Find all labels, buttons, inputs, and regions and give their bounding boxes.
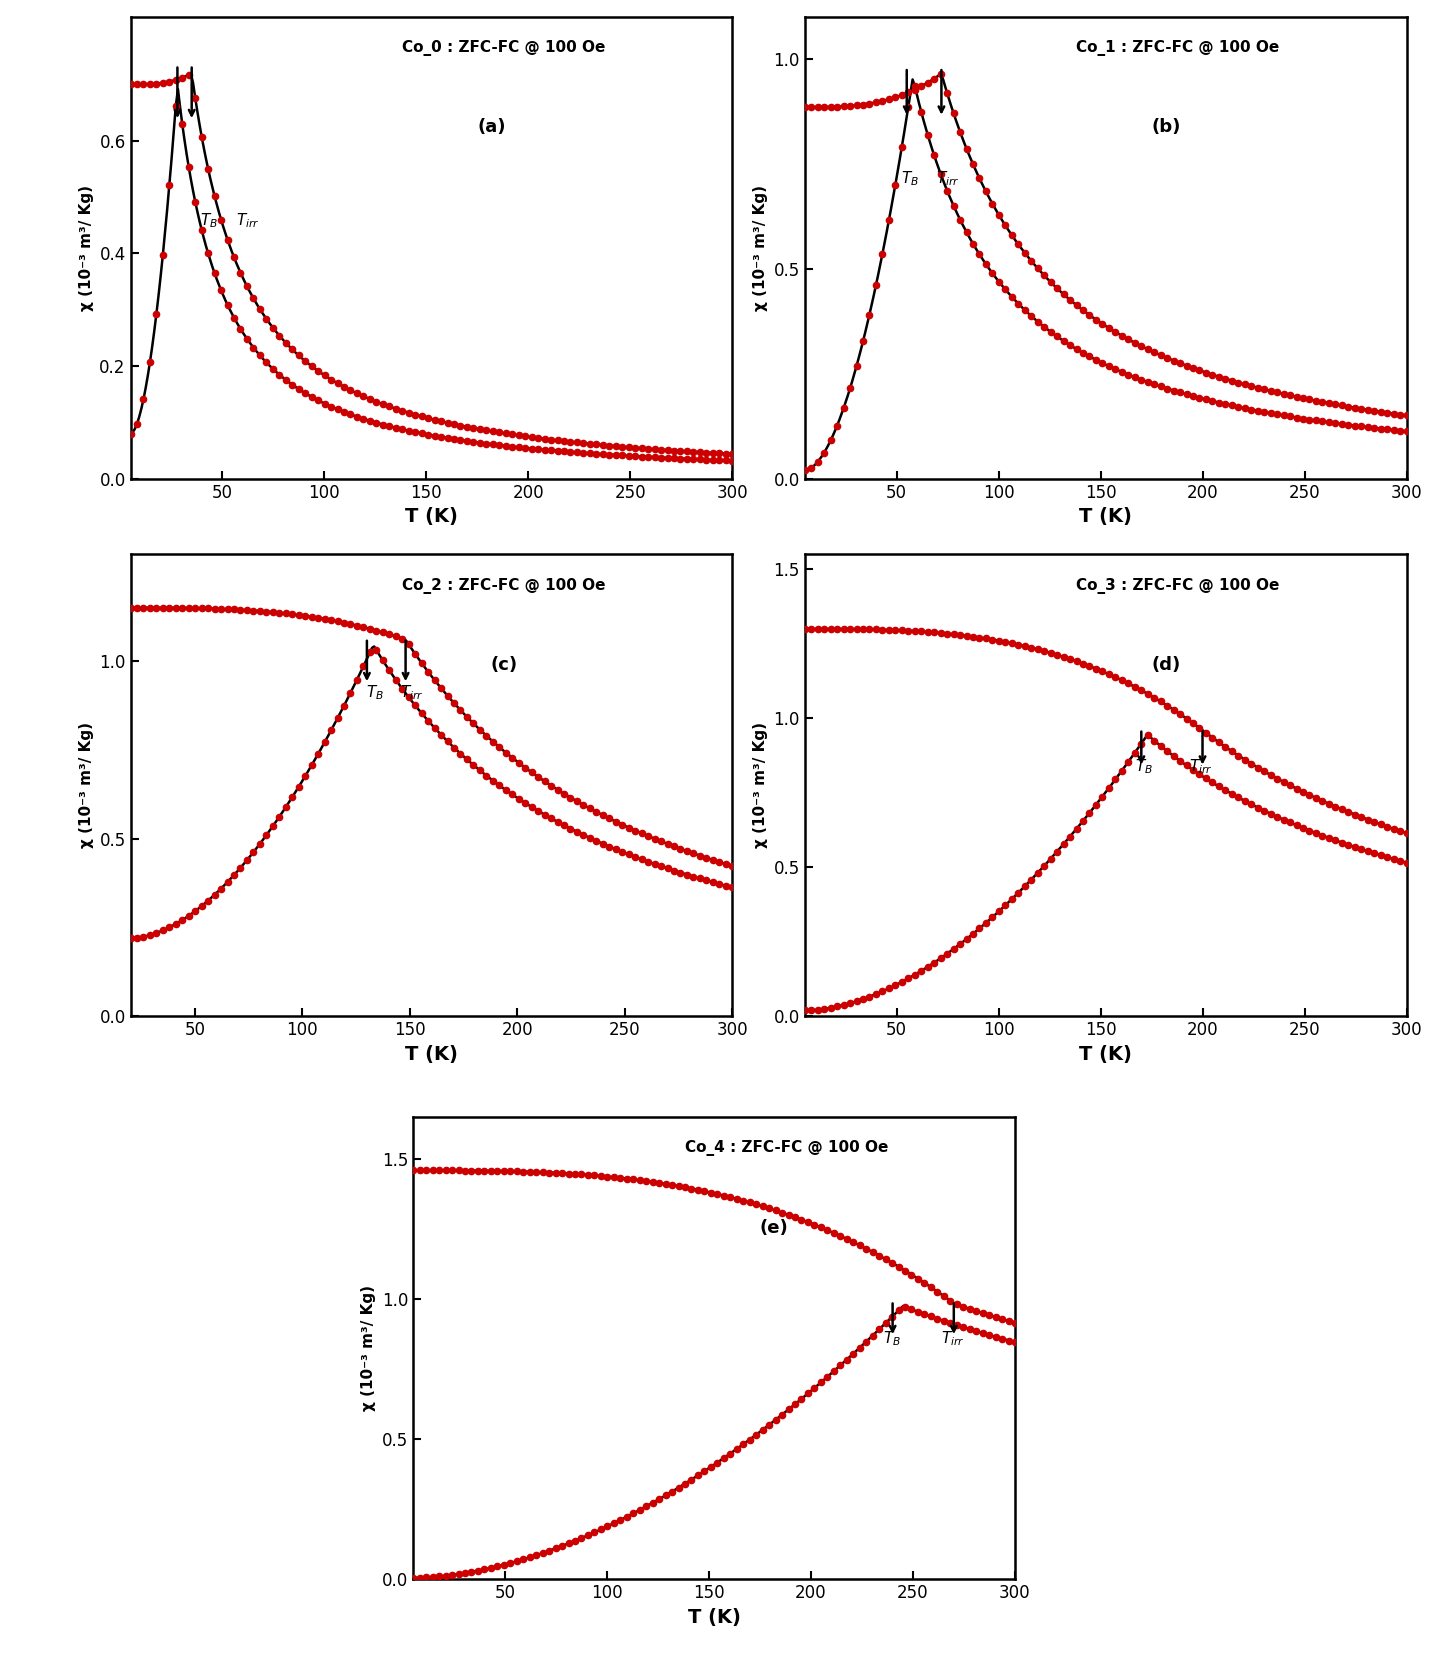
X-axis label: T (K): T (K)	[1079, 1045, 1132, 1063]
Text: Co_1 : ZFC-FC @ 100 Oe: Co_1 : ZFC-FC @ 100 Oe	[1076, 40, 1279, 55]
X-axis label: T (K): T (K)	[687, 1608, 741, 1626]
Text: $T_B$: $T_B$	[1134, 758, 1153, 776]
Text: $T_{irr}$: $T_{irr}$	[236, 212, 260, 230]
X-axis label: T (K): T (K)	[1079, 507, 1132, 526]
Y-axis label: χ (10⁻³ m³/ Kg): χ (10⁻³ m³/ Kg)	[78, 185, 94, 311]
Text: Co_0 : ZFC-FC @ 100 Oe: Co_0 : ZFC-FC @ 100 Oe	[402, 40, 605, 55]
Y-axis label: χ (10⁻³ m³/ Kg): χ (10⁻³ m³/ Kg)	[753, 722, 769, 848]
Text: $T_{irr}$: $T_{irr}$	[937, 170, 960, 188]
Text: Co_3 : ZFC-FC @ 100 Oe: Co_3 : ZFC-FC @ 100 Oe	[1076, 578, 1279, 593]
X-axis label: T (K): T (K)	[405, 507, 458, 526]
X-axis label: T (K): T (K)	[405, 1045, 458, 1063]
Text: (e): (e)	[760, 1218, 789, 1236]
Y-axis label: χ (10⁻³ m³/ Kg): χ (10⁻³ m³/ Kg)	[361, 1285, 377, 1411]
Text: $T_B$: $T_B$	[900, 170, 919, 188]
Y-axis label: χ (10⁻³ m³/ Kg): χ (10⁻³ m³/ Kg)	[753, 185, 769, 311]
Text: (c): (c)	[490, 655, 518, 674]
Text: $T_B$: $T_B$	[883, 1331, 902, 1349]
Text: (a): (a)	[477, 118, 506, 136]
Text: Co_2 : ZFC-FC @ 100 Oe: Co_2 : ZFC-FC @ 100 Oe	[402, 578, 605, 593]
Text: $T_B$: $T_B$	[200, 212, 218, 230]
Text: Co_4 : ZFC-FC @ 100 Oe: Co_4 : ZFC-FC @ 100 Oe	[684, 1141, 887, 1156]
Text: (b): (b)	[1151, 118, 1180, 136]
Text: $T_{irr}$: $T_{irr}$	[941, 1331, 964, 1349]
Text: $T_B$: $T_B$	[365, 684, 384, 702]
Text: (d): (d)	[1151, 655, 1180, 674]
Text: $T_{irr}$: $T_{irr}$	[1189, 758, 1212, 776]
Y-axis label: χ (10⁻³ m³/ Kg): χ (10⁻³ m³/ Kg)	[78, 722, 94, 848]
Text: $T_{irr}$: $T_{irr}$	[400, 684, 423, 702]
